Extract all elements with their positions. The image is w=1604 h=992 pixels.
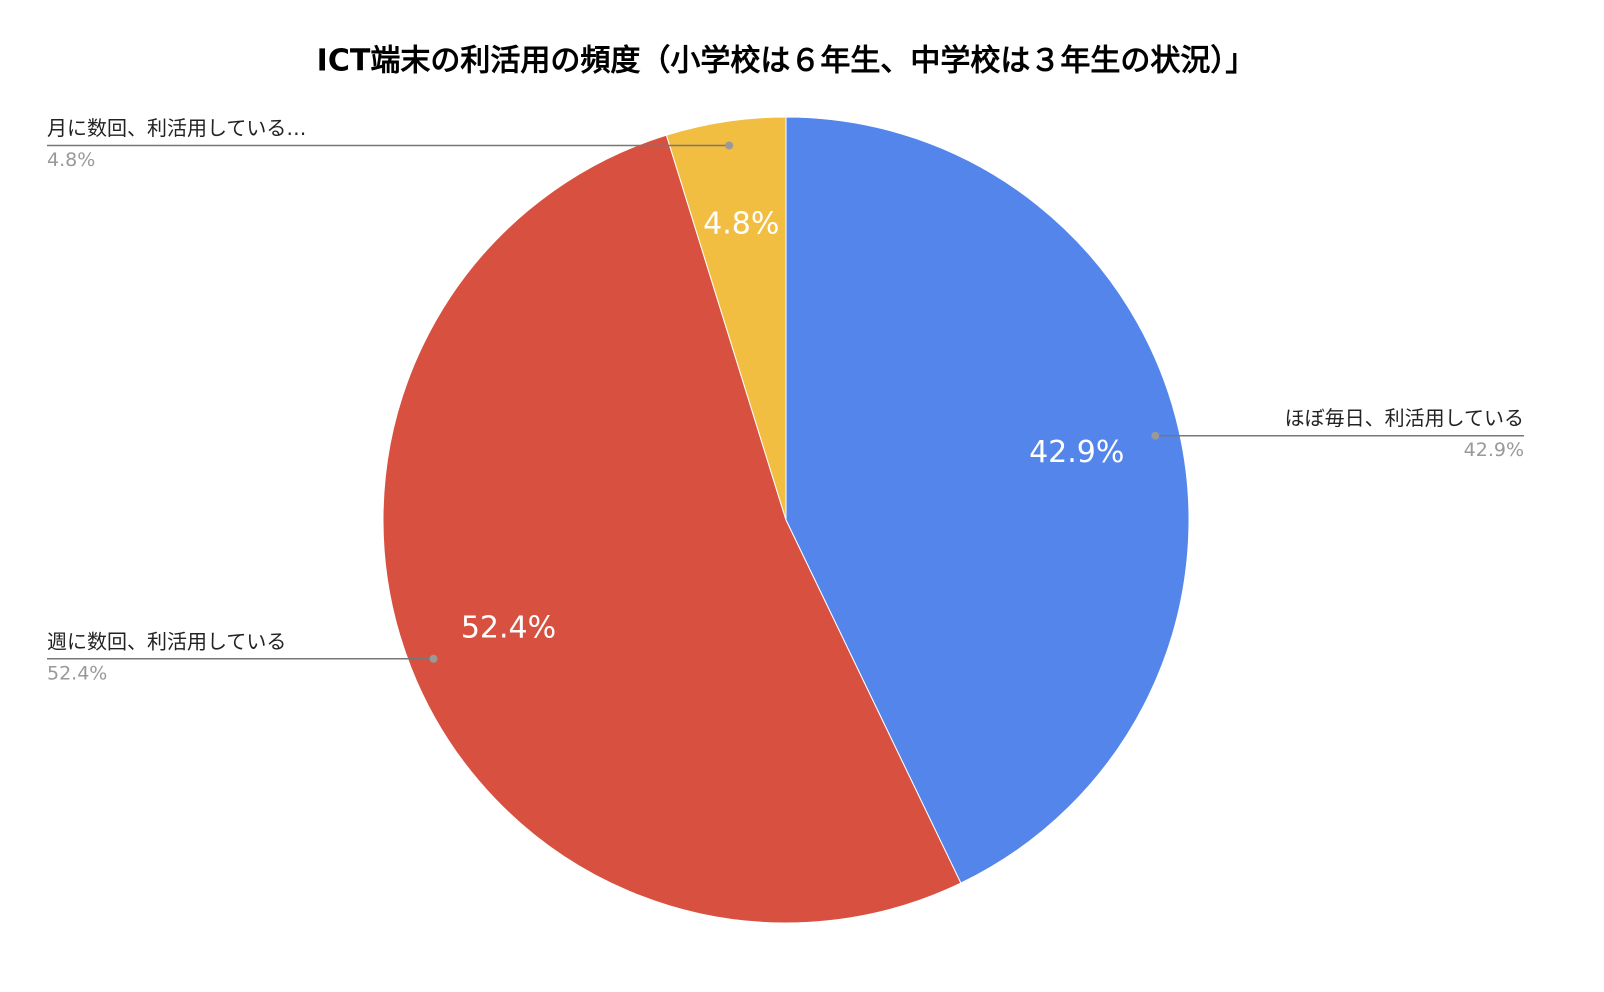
pie-slice [665,116,787,521]
leader-dot [429,654,438,663]
chart-title: ICT端末の利活用の頻度（小学校は６年生、中学校は３年生の状況）」 [317,44,1256,79]
legend-name: 月に数回、利活用している… [47,116,306,140]
legend-name: ほぼ毎日、利活用している [1285,406,1524,430]
legend-value: 4.8% [47,149,95,171]
pie-slice [785,116,1190,884]
legend-name: 週に数回、利活用している [47,629,286,653]
legend-value: 52.4% [47,662,107,684]
pie-slice [382,134,962,924]
leader-dot [1151,431,1160,440]
slice-label: 4.8% [703,207,779,242]
legend-value: 42.9% [1464,439,1524,461]
leader-dot [725,141,734,150]
slice-label: 42.9% [1029,435,1124,470]
slice-label: 52.4% [461,611,556,646]
